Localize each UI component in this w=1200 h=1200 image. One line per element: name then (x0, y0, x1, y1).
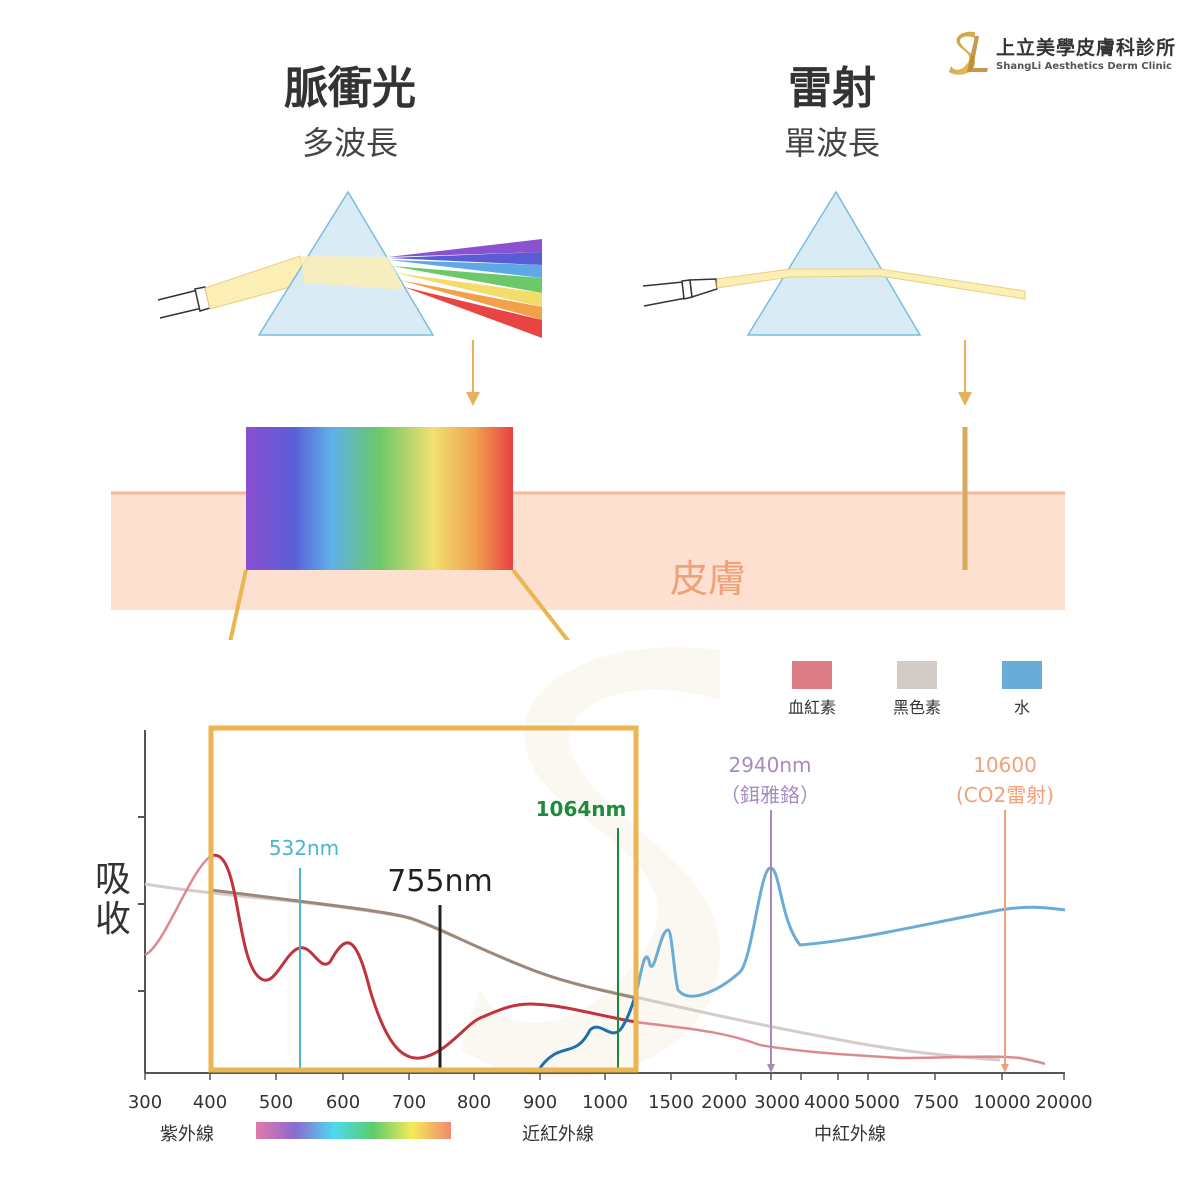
x-tick-label: 400 (192, 1092, 228, 1113)
x-tick-label: 500 (258, 1092, 294, 1113)
label-10600nm-sub: (CO2雷射) (955, 783, 1055, 807)
label-2940nm: 2940nm (728, 753, 812, 777)
x-tick-label: 1500 (648, 1092, 694, 1113)
x-tick-label: 5000 (854, 1092, 900, 1113)
x-tick-label: 1000 (582, 1092, 628, 1113)
clinic-name: 上立美學皮膚科診所 (996, 37, 1177, 59)
y-axis-title-2: 收 (95, 899, 132, 940)
laser-light-source (642, 278, 718, 307)
melanin-line-inner (210, 888, 637, 1000)
x-tick-label: 700 (391, 1092, 427, 1113)
label-532nm: 532nm (268, 836, 340, 860)
clinic-logo-mark (949, 31, 988, 75)
skin-label: 皮膚 (670, 557, 747, 601)
visible-spectrum-bar (256, 1122, 451, 1139)
legend-label-melanin: 黑色素 (892, 698, 941, 717)
x-tick-label: 800 (456, 1092, 492, 1113)
legend-swatch-melanin (897, 661, 937, 689)
x-tick-label: 10000 (973, 1092, 1031, 1113)
ipl-title: 脈衝光 (284, 63, 416, 114)
legend-swatch-hemoglobin (792, 661, 832, 689)
label-2940nm-sub: （鉺雅鉻） (720, 783, 820, 807)
water-line-inner (538, 993, 638, 1069)
y-axis-title-1: 吸 (95, 859, 132, 900)
prism-illustration (111, 190, 1065, 640)
label-755nm: 755nm (387, 864, 493, 899)
clinic-english-name: ShangLi Aesthetics Derm Clinic (996, 61, 1172, 72)
laser-title: 雷射 (788, 63, 876, 114)
x-tick-label: 4000 (804, 1092, 850, 1113)
hemoglobin-line-inner (210, 853, 637, 1060)
x-tick-label: 7500 (913, 1092, 959, 1113)
hemoglobin-line-right (635, 1020, 1046, 1066)
x-tick-label: 900 (522, 1092, 558, 1113)
label-1064nm: 1064nm (535, 797, 627, 821)
hemoglobin-line-left (144, 854, 212, 957)
x-tick-label: 20000 (1035, 1092, 1093, 1113)
x-tick-label: 300 (127, 1092, 163, 1113)
water-line-outer (634, 866, 1066, 998)
watermark-logo (460, 647, 720, 1078)
x-tick-label: 2000 (701, 1092, 747, 1113)
region-mir-label: 中紅外線 (814, 1124, 886, 1145)
region-uv-label: 紫外線 (160, 1124, 214, 1145)
x-tick-label: 600 (325, 1092, 361, 1113)
laser-subtitle: 單波長 (783, 124, 880, 162)
legend-label-hemoglobin: 血紅素 (787, 698, 836, 717)
legend-swatch-water (1002, 661, 1042, 689)
legend-label-water: 水 (1013, 698, 1030, 717)
ipl-subtitle: 多波長 (301, 124, 398, 162)
region-nir-label: 近紅外線 (522, 1124, 594, 1145)
spectrum-block (246, 427, 513, 570)
x-tick-label: 3000 (754, 1092, 800, 1113)
label-10600nm: 10600 (973, 753, 1037, 777)
zoom-frame (208, 725, 639, 1073)
